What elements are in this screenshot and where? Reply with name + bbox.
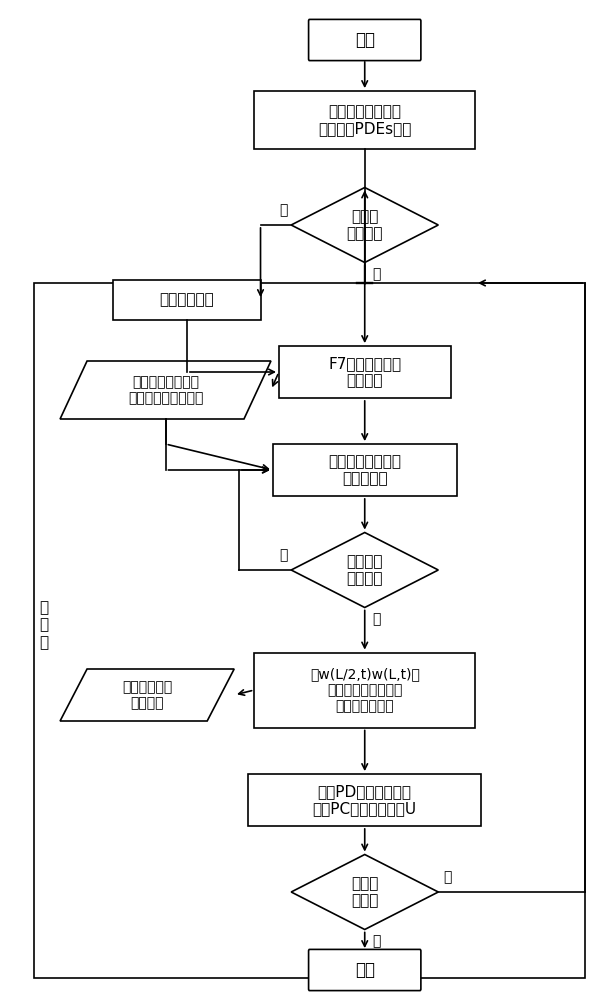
Text: 否: 否 bbox=[280, 548, 288, 562]
Text: 通过串口传输数据
至通信模块: 通过串口传输数据 至通信模块 bbox=[328, 454, 402, 486]
Bar bbox=[34, 283, 585, 978]
Polygon shape bbox=[291, 532, 438, 607]
Bar bbox=[254, 652, 475, 728]
FancyBboxPatch shape bbox=[308, 949, 421, 991]
Text: 控
制
量: 控 制 量 bbox=[40, 600, 48, 650]
Text: 是否有
控制信号: 是否有 控制信号 bbox=[346, 209, 383, 241]
Bar bbox=[273, 444, 457, 496]
Text: 显示海洋立管
振动数据: 显示海洋立管 振动数据 bbox=[122, 680, 172, 710]
Bar bbox=[279, 346, 451, 398]
Text: 时间是
否结束: 时间是 否结束 bbox=[351, 876, 378, 908]
Text: 对w(L/2,t)w(L,t)等
数据进行分类存储，
并计算振动速度: 对w(L/2,t)w(L,t)等 数据进行分类存储， 并计算振动速度 bbox=[310, 667, 420, 713]
Bar bbox=[248, 774, 481, 826]
Polygon shape bbox=[291, 188, 438, 262]
Text: 结束: 结束 bbox=[355, 961, 375, 979]
Text: F7离散迭代方法
处理数据: F7离散迭代方法 处理数据 bbox=[328, 356, 402, 388]
Text: 是: 是 bbox=[372, 612, 381, 626]
FancyBboxPatch shape bbox=[308, 19, 421, 61]
Text: 加入控制信号: 加入控制信号 bbox=[159, 292, 215, 308]
Bar bbox=[113, 280, 261, 320]
Text: 画出海洋立管横向
振动界面并显示数据: 画出海洋立管横向 振动界面并显示数据 bbox=[128, 375, 203, 405]
Text: 否: 否 bbox=[372, 267, 381, 282]
Polygon shape bbox=[60, 669, 234, 721]
Text: 否: 否 bbox=[443, 870, 452, 884]
Bar bbox=[254, 91, 475, 149]
Text: 数据格式
是否正确: 数据格式 是否正确 bbox=[346, 554, 383, 586]
Polygon shape bbox=[291, 854, 438, 930]
Text: 是: 是 bbox=[280, 203, 288, 217]
Text: 设计PD边界控制算法
并向PC机发送控制量U: 设计PD边界控制算法 并向PC机发送控制量U bbox=[313, 784, 417, 816]
Text: 是: 是 bbox=[372, 934, 381, 948]
Text: 开始: 开始 bbox=[355, 31, 375, 49]
Polygon shape bbox=[60, 361, 271, 419]
Text: 离散化海洋立管横
向振动的PDEs方程: 离散化海洋立管横 向振动的PDEs方程 bbox=[318, 104, 411, 136]
